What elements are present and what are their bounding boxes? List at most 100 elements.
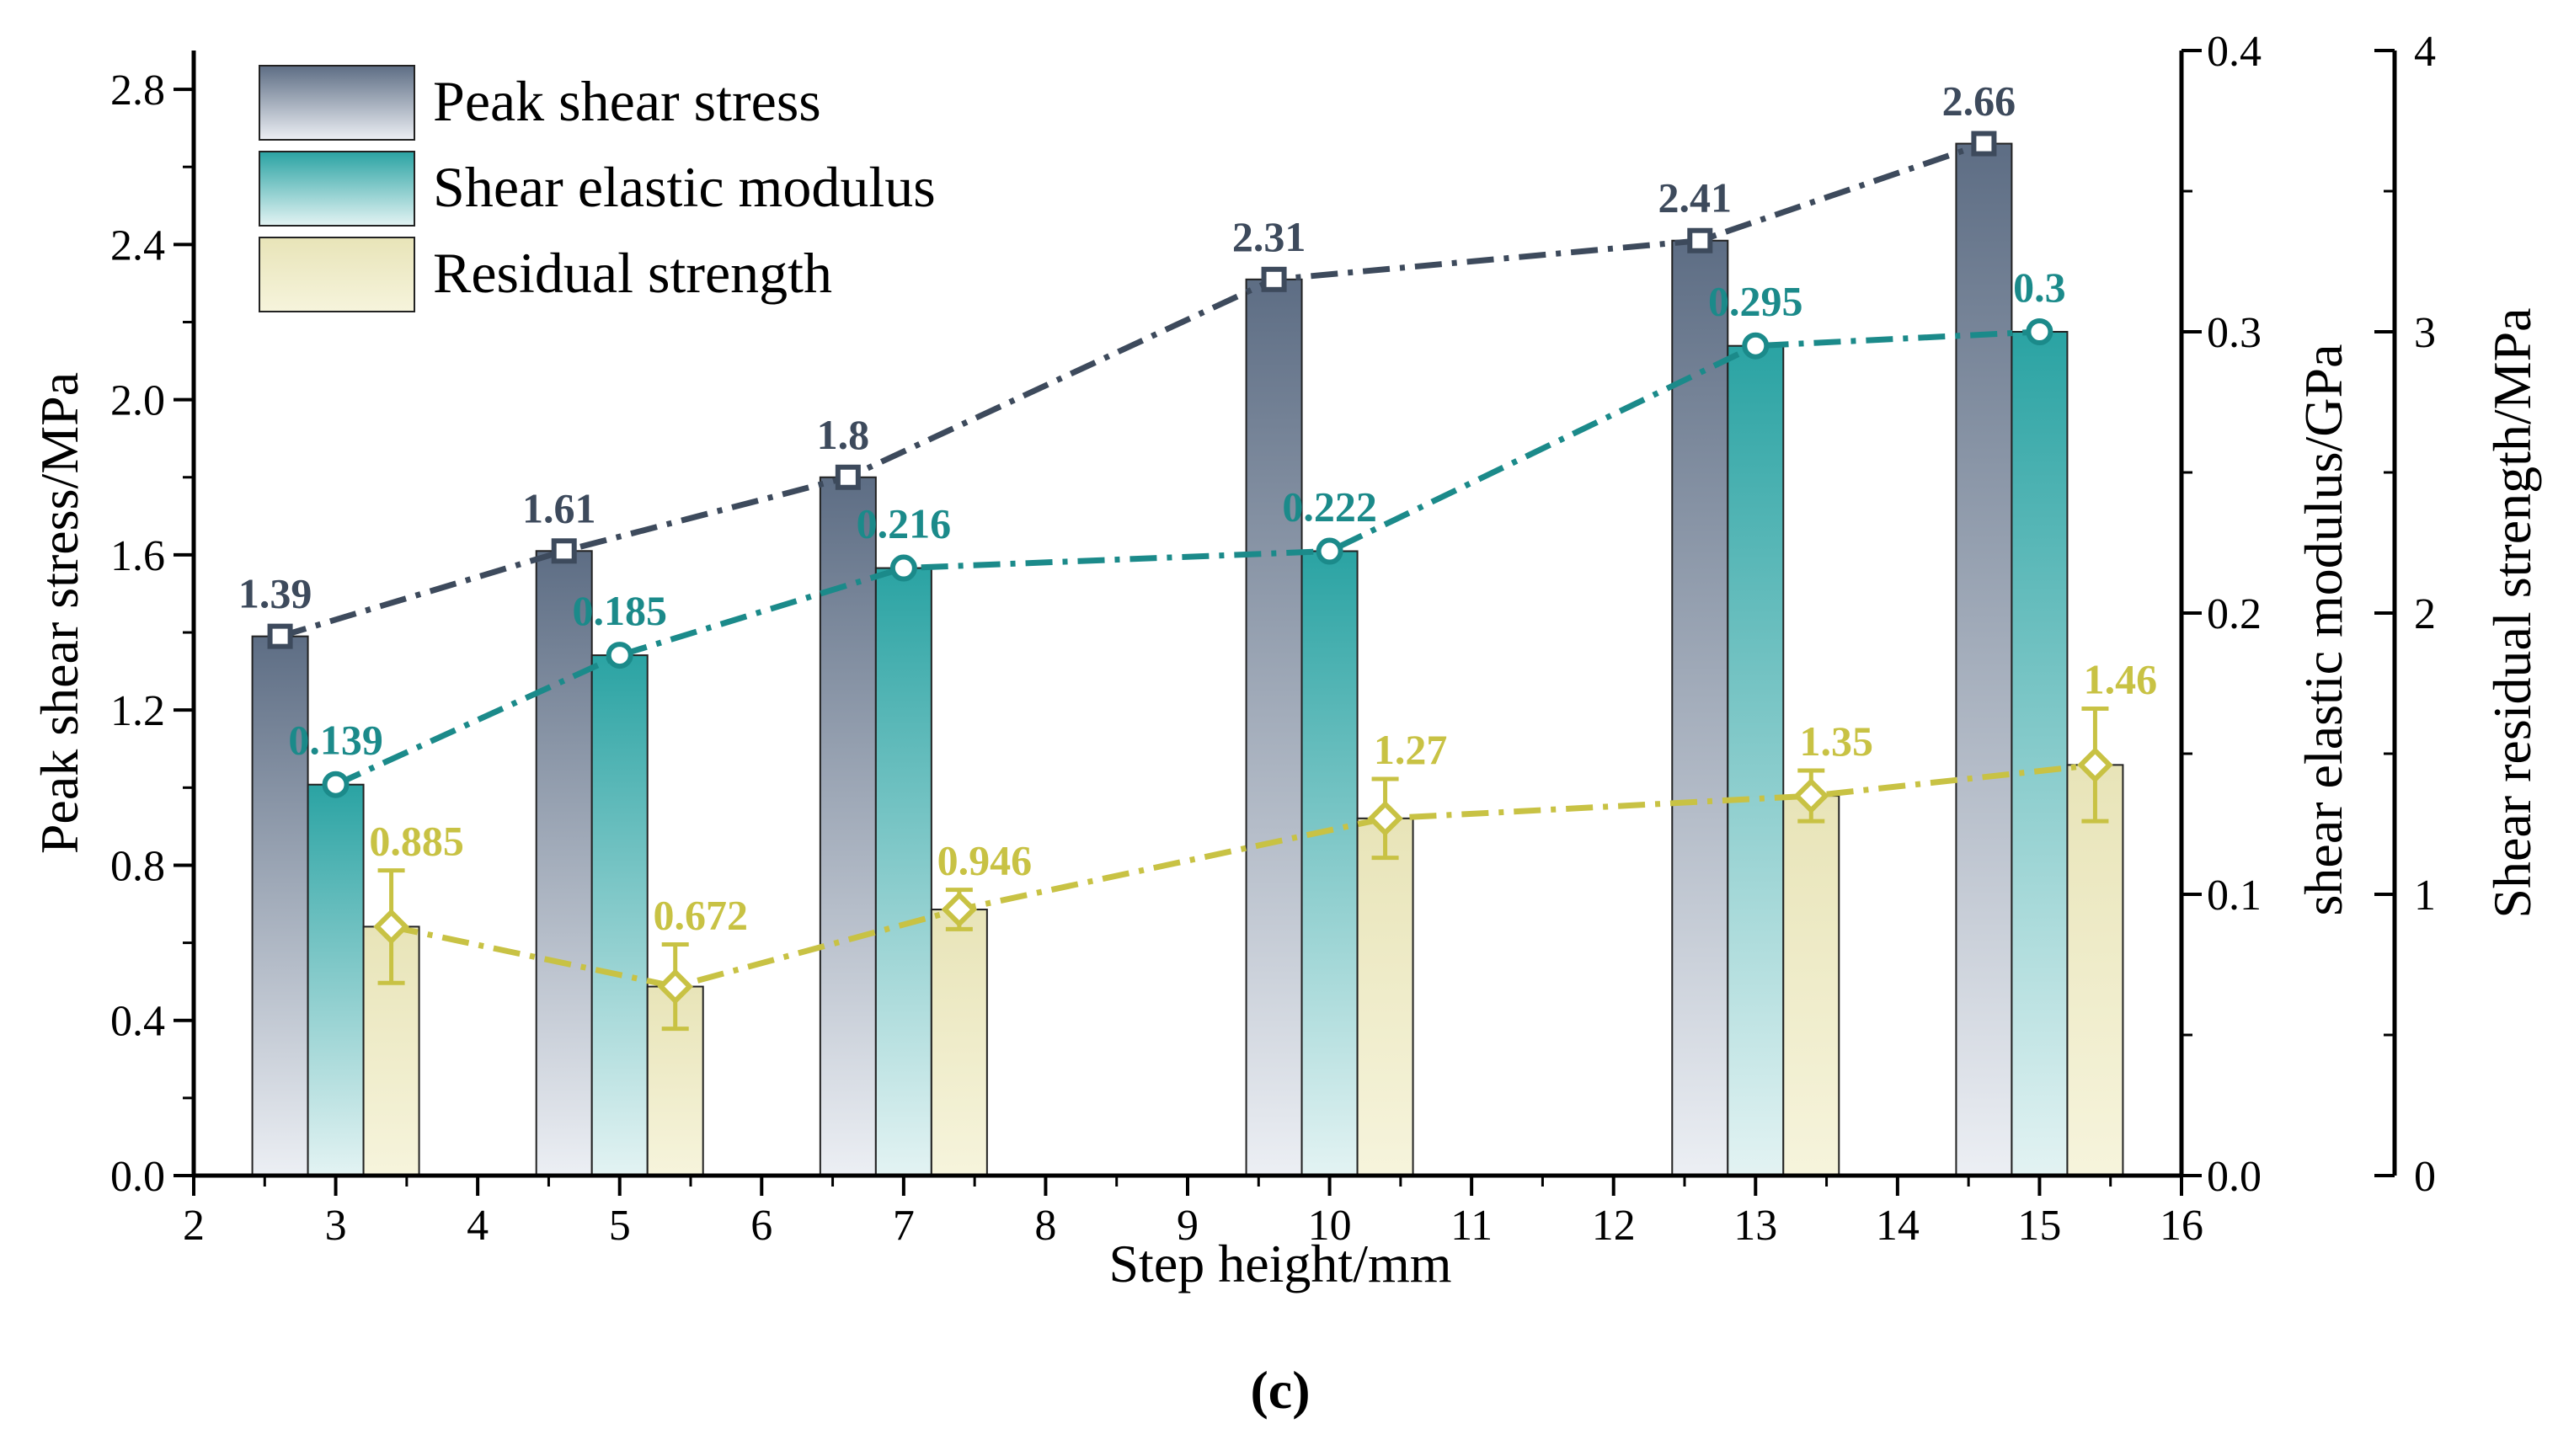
data-label-residual-3: 0.885 bbox=[369, 818, 464, 865]
data-label-peak-7: 1.8 bbox=[817, 411, 870, 458]
data-label-residual-13: 1.35 bbox=[1800, 717, 1874, 765]
y-right2-tick-label: 2 bbox=[2414, 590, 2436, 638]
x-tick-label-13: 13 bbox=[1733, 1202, 1777, 1250]
bar-modulus-13 bbox=[1727, 344, 1785, 1176]
x-tick-label-14: 14 bbox=[1876, 1202, 1920, 1250]
y-right2-tick-label: 4 bbox=[2414, 28, 2436, 76]
marker-residual-3 bbox=[373, 909, 409, 945]
x-tick-label-2: 2 bbox=[183, 1202, 205, 1250]
bar-modulus-5 bbox=[590, 654, 649, 1176]
x-tick-label-5: 5 bbox=[609, 1202, 631, 1250]
y-right1-tick-label: 0.0 bbox=[2207, 1153, 2262, 1201]
bar-residual-10 bbox=[1356, 817, 1414, 1176]
y-right2-axis-title: Shear residual strength/MPa bbox=[2482, 307, 2542, 918]
y-right1-tick-label: 0.2 bbox=[2207, 590, 2262, 638]
data-label-modulus-3: 0.139 bbox=[288, 717, 383, 764]
data-label-peak-10: 2.31 bbox=[1232, 213, 1306, 260]
data-label-residual-15: 1.46 bbox=[2084, 656, 2158, 703]
marker-peak-3 bbox=[267, 623, 293, 649]
legend: Peak shear stress Shear elastic modulus Re… bbox=[259, 65, 936, 312]
marker-modulus-10 bbox=[1316, 537, 1343, 565]
x-tick-label-9: 9 bbox=[1177, 1202, 1199, 1250]
x-axis-title: Step height/mm bbox=[1108, 1234, 1451, 1293]
bar-modulus-15 bbox=[2011, 331, 2069, 1176]
data-label-peak-5: 1.61 bbox=[522, 484, 596, 531]
data-label-modulus-10: 0.222 bbox=[1282, 483, 1377, 531]
bar-modulus-10 bbox=[1300, 550, 1359, 1176]
marker-peak-13 bbox=[1687, 227, 1713, 253]
legend-label-modulus: Shear elastic modulus bbox=[433, 155, 936, 219]
y-right1-axis-title: shear elastic modulus/GPa bbox=[2294, 344, 2353, 916]
data-label-residual-5: 0.672 bbox=[653, 891, 748, 938]
legend-swatch-peak bbox=[259, 65, 415, 141]
bar-peak-10 bbox=[1245, 278, 1303, 1176]
bar-modulus-3 bbox=[307, 783, 365, 1176]
y-right2-tick-label: 0 bbox=[2414, 1153, 2436, 1201]
marker-residual-10 bbox=[1367, 800, 1403, 837]
series-line-peak bbox=[279, 141, 1985, 639]
y-right2-tick-label: 1 bbox=[2414, 872, 2436, 920]
marker-modulus-13 bbox=[1742, 332, 1770, 360]
y-right1-tick-label: 0.4 bbox=[2207, 28, 2262, 76]
marker-modulus-7 bbox=[889, 554, 917, 582]
y-left-tick-label: 0.0 bbox=[110, 1153, 165, 1201]
x-tick-label-4: 4 bbox=[467, 1202, 489, 1250]
y-left-tick-label: 2.0 bbox=[110, 377, 165, 425]
data-label-modulus-7: 0.216 bbox=[857, 500, 952, 547]
y-left-tick-label: 0.8 bbox=[110, 842, 165, 890]
x-tick-label-8: 8 bbox=[1034, 1202, 1056, 1250]
bar-residual-15 bbox=[2066, 764, 2124, 1176]
marker-modulus-5 bbox=[606, 642, 633, 669]
series-line-residual bbox=[390, 761, 2096, 990]
y-right1-tick-label: 0.3 bbox=[2207, 309, 2262, 357]
marker-peak-7 bbox=[835, 464, 861, 490]
bar-peak-7 bbox=[819, 476, 877, 1176]
data-labels-layer: 1.39 1.61 1.8 2.31 2.41 2.66 0.139 0.185 0.216 0.… bbox=[238, 77, 2157, 939]
marker-modulus-3 bbox=[322, 771, 350, 798]
x-tick-label-3: 3 bbox=[325, 1202, 347, 1250]
bar-modulus-7 bbox=[874, 567, 932, 1176]
data-label-modulus-5: 0.185 bbox=[572, 587, 667, 634]
x-tick-label-7: 7 bbox=[893, 1202, 915, 1250]
bars-layer bbox=[251, 142, 2124, 1177]
marker-residual-13 bbox=[1793, 777, 1829, 814]
legend-label-residual: Residual strength bbox=[433, 241, 832, 305]
marker-modulus-15 bbox=[2026, 318, 2053, 345]
x-tick-label-12: 12 bbox=[1592, 1202, 1636, 1250]
legend-swatch-residual bbox=[259, 237, 415, 312]
y-left-tick-label: 0.4 bbox=[110, 998, 165, 1046]
axes-layer: 2 3 4 5 6 7 8 9 10 11 12 13 14 15 160.00.40.81.21.62.0… bbox=[29, 28, 2542, 1250]
bar-peak-5 bbox=[535, 550, 593, 1176]
y-left-tick-label: 1.6 bbox=[110, 532, 165, 580]
data-label-modulus-13: 0.295 bbox=[1708, 278, 1803, 325]
data-label-peak-15: 2.66 bbox=[1942, 77, 2016, 125]
data-label-peak-3: 1.39 bbox=[238, 570, 312, 617]
y-left-axis-title: Peak shear stress/MPa bbox=[29, 372, 89, 854]
y-left-tick-label: 2.8 bbox=[110, 67, 165, 115]
marker-peak-10 bbox=[1261, 266, 1287, 292]
y-right1-tick-label: 0.1 bbox=[2207, 872, 2262, 920]
y-left-tick-label: 1.2 bbox=[110, 687, 165, 735]
marker-residual-7 bbox=[941, 891, 978, 928]
marker-peak-15 bbox=[1971, 131, 1997, 157]
data-label-peak-13: 2.41 bbox=[1658, 174, 1733, 221]
series-lines-layer bbox=[267, 131, 2113, 1032]
x-tick-label-10: 10 bbox=[1308, 1202, 1352, 1250]
bar-peak-3 bbox=[251, 635, 309, 1176]
x-tick-label-15: 15 bbox=[2017, 1202, 2061, 1250]
y-right2-tick-label: 3 bbox=[2414, 309, 2436, 357]
data-label-residual-7: 0.946 bbox=[937, 837, 1033, 884]
series-line-modulus bbox=[334, 328, 2040, 787]
x-tick-label-6: 6 bbox=[750, 1202, 772, 1250]
y-left-tick-label: 2.4 bbox=[110, 221, 165, 269]
marker-residual-15 bbox=[2077, 747, 2113, 783]
bar-residual-7 bbox=[930, 909, 988, 1176]
legend-swatch-modulus bbox=[259, 151, 415, 227]
x-tick-label-16: 16 bbox=[2160, 1202, 2203, 1250]
marker-residual-5 bbox=[657, 968, 693, 1005]
marker-peak-5 bbox=[551, 538, 577, 564]
panel-label: (c) bbox=[1250, 1360, 1310, 1420]
bar-residual-13 bbox=[1782, 795, 1840, 1176]
legend-label-peak: Peak shear stress bbox=[433, 69, 821, 133]
